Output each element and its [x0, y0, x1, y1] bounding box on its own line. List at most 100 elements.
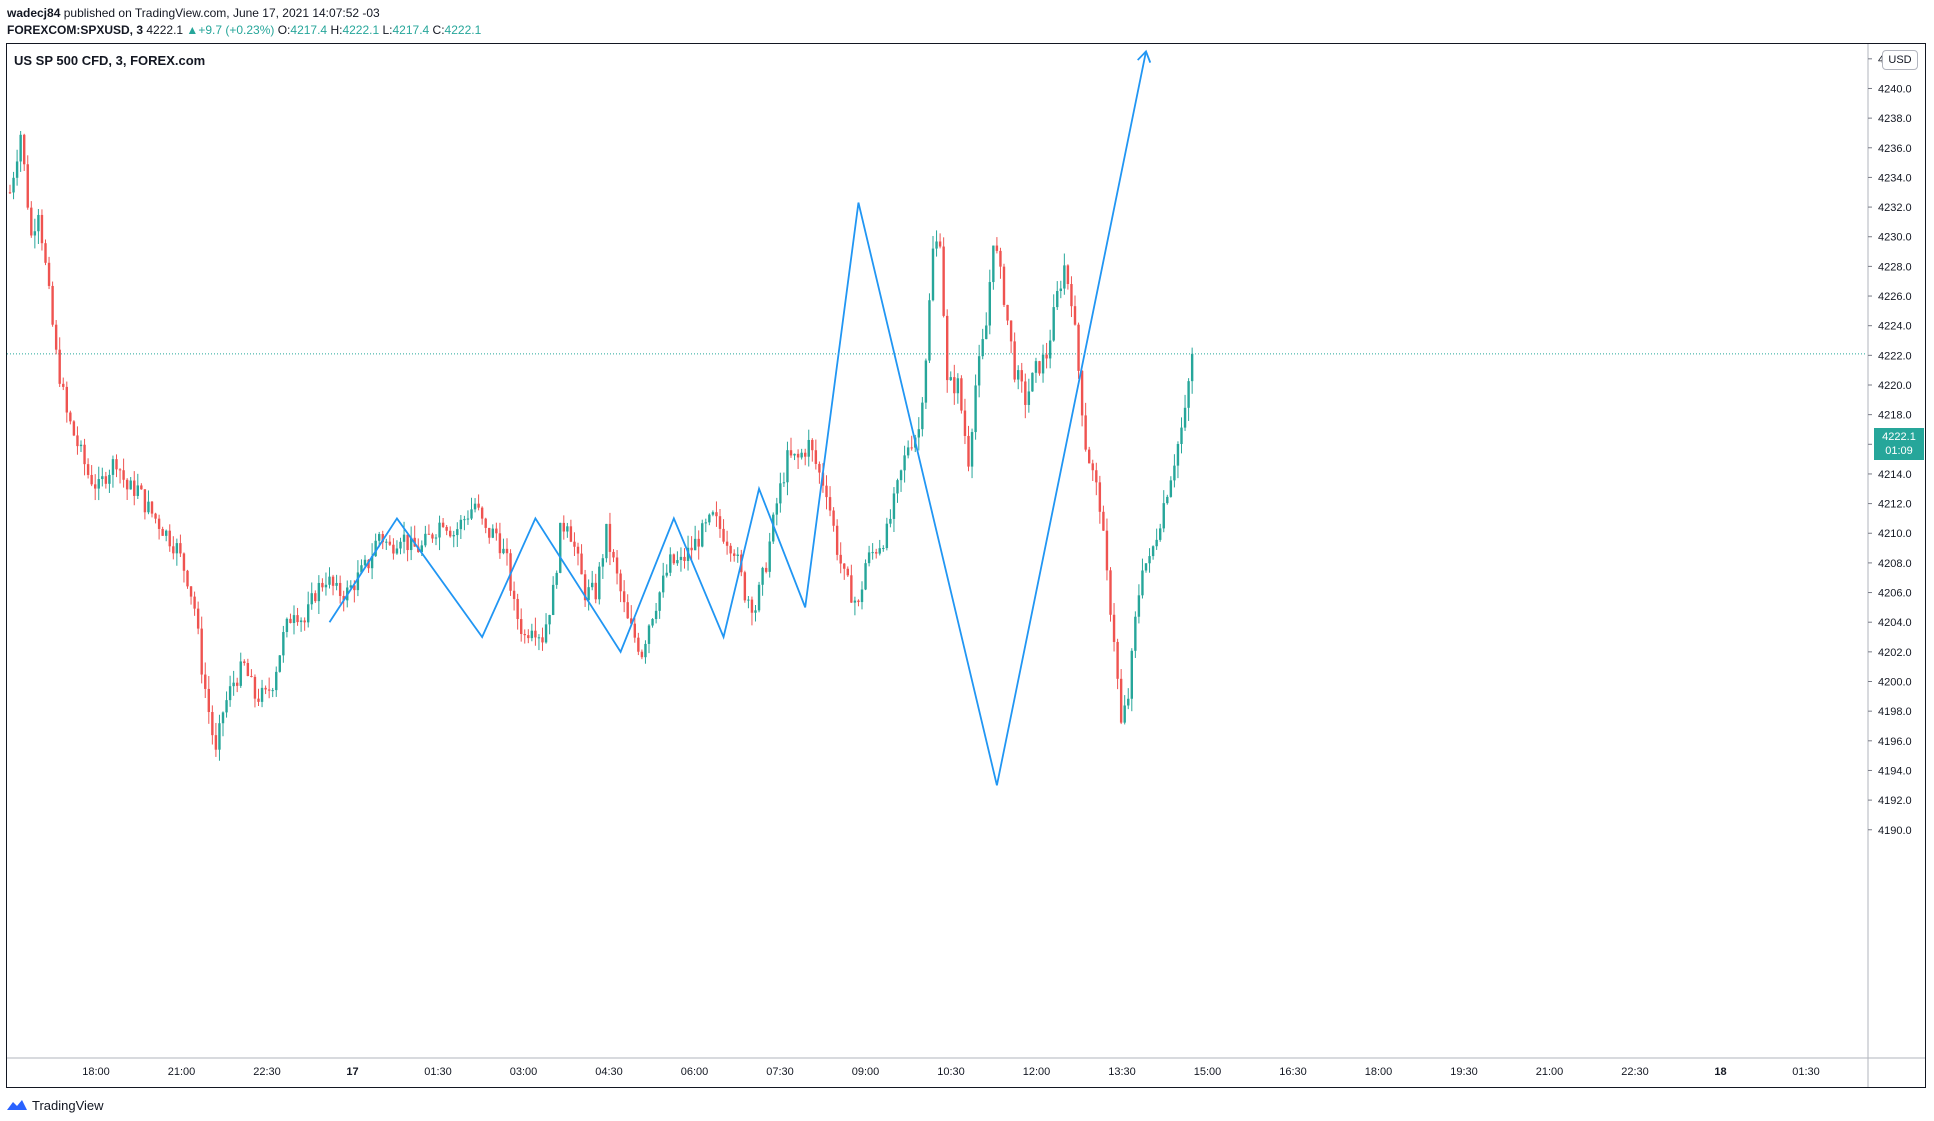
price-axis[interactable]: 4190.0 4192.0 4194.0 4196.0 4198.0 4200.0 4202… [1867, 44, 1912, 1087]
candle-body [626, 602, 629, 619]
candle-body [381, 534, 384, 543]
symbol-name[interactable]: FOREXCOM:SPXUSD, 3 [7, 23, 144, 37]
candle-body [754, 610, 757, 613]
candle-body [264, 687, 267, 690]
candle-body [711, 512, 715, 515]
current-price-tag: 4222.1 01:09 [1874, 428, 1924, 460]
candle-body [559, 522, 562, 573]
price-tick-label: 4212.0 [1878, 499, 1912, 511]
currency-label[interactable]: USD [1882, 50, 1918, 70]
candle-body [551, 584, 555, 615]
candle-body [1088, 449, 1091, 464]
candle-body [207, 688, 210, 713]
candle-body [239, 661, 242, 686]
time-axis[interactable]: 18:00 21:00 22:30 17 01:30 03:00 04:30 06:00 07:… [7, 1057, 1925, 1078]
candle-body [395, 548, 399, 554]
candle-body [1169, 480, 1173, 497]
candle-body [111, 459, 115, 475]
candle-body [988, 282, 991, 326]
candle-body [1034, 361, 1038, 373]
chart-frame [6, 43, 1926, 1088]
candle-body [889, 518, 892, 524]
candle-body [175, 543, 179, 554]
candle-body [431, 534, 434, 539]
candle-body [857, 600, 860, 603]
close-value: 4222.1 [444, 23, 482, 37]
candle-body [129, 480, 132, 490]
candle-body [708, 514, 711, 523]
candle-body [779, 483, 782, 504]
candle-body [1095, 470, 1098, 483]
drawing-layer[interactable] [328, 49, 1152, 786]
candle-body [534, 630, 537, 638]
candle-body [118, 469, 122, 471]
candle-body [875, 552, 878, 554]
candle-body [1141, 570, 1144, 596]
price-tick-label: 4196.0 [1878, 736, 1912, 748]
candle-body [796, 453, 800, 458]
candle-body [33, 231, 37, 236]
candle-body [491, 528, 494, 538]
price-tick-label: 4214.0 [1878, 469, 1912, 481]
candle-body [498, 533, 502, 554]
candle-body [651, 619, 654, 626]
time-tick-label: 18:00 [82, 1066, 110, 1078]
author-name[interactable]: wadecj84 [7, 6, 61, 20]
candle-body [292, 615, 296, 624]
candle-body [12, 177, 15, 193]
candle-body [30, 207, 33, 236]
price-tick-label: 4240.0 [1878, 83, 1912, 95]
candle-body [541, 637, 544, 643]
candle-body [587, 587, 590, 601]
candle-body [637, 637, 640, 652]
candle-body [512, 590, 516, 599]
price-tick-label: 4236.0 [1878, 143, 1912, 155]
candle-body [385, 541, 388, 543]
candle-body [257, 698, 260, 702]
candle-body [867, 552, 871, 564]
candle-body [303, 620, 306, 623]
candle-body [221, 712, 225, 724]
time-tick-label: 19:30 [1450, 1066, 1478, 1078]
tradingview-brand[interactable]: TradingView [32, 1097, 104, 1113]
candle-body [477, 503, 480, 508]
candle-body [722, 528, 725, 542]
candle-body [488, 527, 491, 538]
time-tick-label: 17 [346, 1066, 358, 1078]
candle-body [601, 558, 605, 567]
candle-body [367, 559, 370, 569]
candle-body [843, 563, 846, 569]
candle-body [335, 582, 338, 586]
candle-body [1073, 306, 1077, 325]
time-tick-label: 07:30 [766, 1066, 794, 1078]
candle-body [104, 476, 108, 484]
zigzag-projection-line[interactable] [328, 51, 1147, 786]
candle-body [789, 450, 793, 456]
candle-body [662, 575, 665, 593]
candle-body [520, 619, 523, 634]
candle-body [441, 522, 445, 527]
candle-body [1059, 288, 1062, 291]
candle-body [143, 489, 147, 513]
price-tick-label: 4210.0 [1878, 528, 1912, 540]
candle-body [1024, 381, 1027, 405]
candle-body [196, 608, 200, 629]
candle-body [676, 560, 679, 564]
candle-body [622, 591, 626, 603]
candle-body [69, 412, 72, 422]
chart-legend-title[interactable]: US SP 500 CFD, 3, FOREX.com [14, 53, 206, 68]
candle-body [690, 547, 693, 551]
candle-body [1041, 354, 1045, 374]
price-tick-label: 4228.0 [1878, 261, 1912, 273]
candle-body [307, 604, 310, 623]
candle-body [214, 735, 218, 750]
candle-body [79, 444, 83, 447]
candle-body [1045, 354, 1048, 359]
candle-body [225, 700, 228, 713]
candle-body [1009, 320, 1013, 342]
candle-body [438, 522, 441, 538]
candle-body [1020, 370, 1023, 382]
candle-body [363, 559, 367, 566]
candle-body [1048, 340, 1052, 359]
